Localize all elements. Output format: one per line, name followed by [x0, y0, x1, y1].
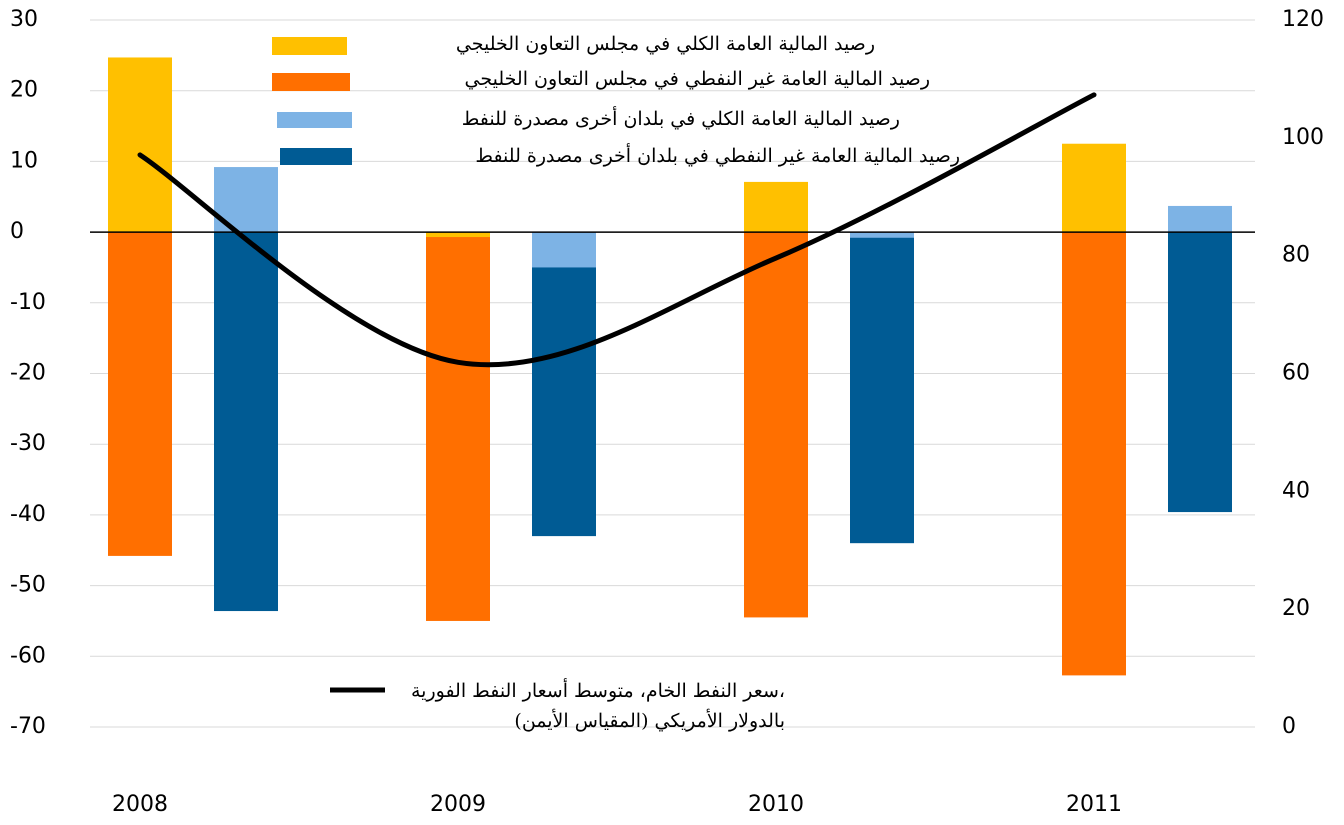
legend: رصيد المالية العامة الكلي في مجلس التعاو… [272, 33, 960, 732]
bar [744, 181, 808, 233]
bar [744, 232, 808, 618]
y2-tick-label: 20 [1282, 596, 1310, 621]
y-tick-label: -60 [10, 643, 46, 668]
bar [850, 232, 914, 238]
x-tick-label: 2010 [748, 792, 804, 817]
y2-tick-label: 40 [1282, 478, 1310, 503]
legend-label: سعر النفط الخام، متوسط أسعار النفط الفور… [411, 677, 785, 702]
y-tick-label: -40 [10, 502, 46, 527]
bar [532, 232, 596, 268]
legend-swatch [272, 37, 347, 55]
bar [1062, 143, 1126, 233]
bar [850, 232, 914, 544]
legend-label: رصيد المالية العامة الكلي في مجلس التعاو… [456, 33, 875, 55]
y-tick-label: 30 [10, 7, 38, 32]
y2-tick-label: 0 [1282, 714, 1296, 739]
bar [214, 232, 278, 612]
legend-label: بالدولار الأمريكي (المقياس الأيمن) [514, 708, 785, 732]
bar [426, 232, 490, 238]
y-tick-label: 0 [10, 219, 24, 244]
legend-label: رصيد المالية العامة غير النفطي في مجلس ا… [465, 68, 930, 90]
y2-tick-label: 60 [1282, 361, 1310, 386]
bar [108, 57, 172, 233]
y-tick-label: -30 [10, 431, 46, 456]
y2-tick-label: 80 [1282, 243, 1310, 268]
x-tick-label: 2008 [112, 792, 168, 817]
bar [1168, 205, 1232, 233]
y-tick-label: -20 [10, 361, 46, 386]
legend-swatch [272, 73, 350, 91]
bar [426, 232, 490, 621]
bar [108, 232, 172, 556]
legend-swatch [280, 148, 352, 165]
bar [532, 232, 596, 537]
line [137, 92, 1097, 368]
y2-tick-label: 100 [1282, 125, 1324, 150]
legend-label: رصيد المالية العامة غير النفطي في بلدان … [475, 142, 960, 167]
y-tick-label: 20 [10, 78, 38, 103]
legend-swatch [277, 112, 352, 128]
x-tick-label: 2009 [430, 792, 486, 817]
bar [1168, 232, 1232, 513]
y-tick-label: 10 [10, 148, 38, 173]
bar [1062, 232, 1126, 676]
legend-label: رصيد المالية العامة الكلي في بلدان أخرى … [462, 105, 900, 130]
y-tick-label: -10 [10, 290, 46, 315]
y-tick-label: -50 [10, 573, 46, 598]
x-tick-label: 2011 [1066, 792, 1122, 817]
y-tick-label: -70 [10, 714, 46, 739]
y2-tick-label: 120 [1282, 7, 1324, 32]
